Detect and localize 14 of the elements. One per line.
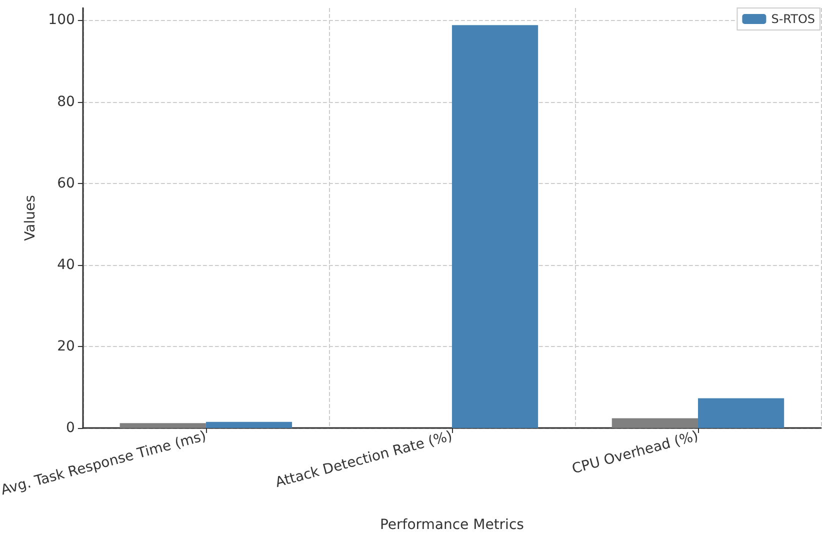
y-tick-label: 20 <box>57 338 75 354</box>
bar <box>612 418 698 428</box>
y-tick-label: 0 <box>66 420 75 436</box>
legend-label: S-RTOS <box>771 12 816 26</box>
y-axis-title: Values <box>22 195 38 241</box>
y-tick-label: 40 <box>57 256 75 273</box>
y-tick-label: 100 <box>48 12 75 28</box>
y-tick-label: 60 <box>57 175 75 192</box>
bar <box>120 423 206 428</box>
bar <box>698 398 784 428</box>
x-axis-title: Performance Metrics <box>380 517 524 533</box>
bar <box>452 25 538 428</box>
y-tick-label: 80 <box>57 94 75 110</box>
bar <box>206 422 292 428</box>
